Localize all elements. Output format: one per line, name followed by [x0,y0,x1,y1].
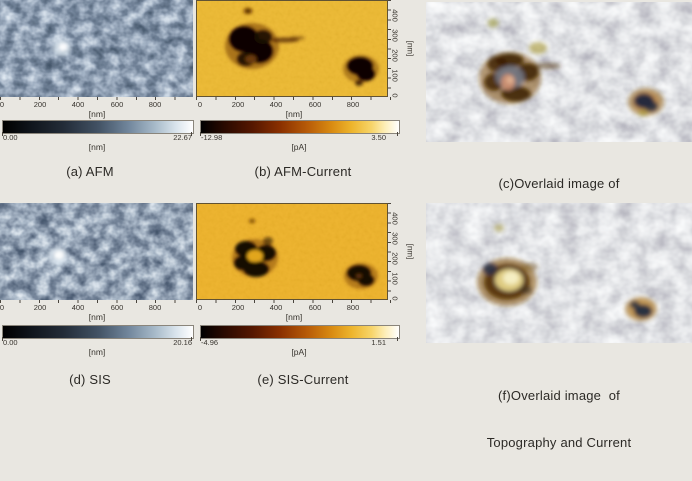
x-tick-label: 200 [33,303,47,312]
afm-bright-grain [53,40,71,56]
caption-c-line1: (c)Overlaid image of [498,176,620,191]
x-axis-unit: [nm] [88,109,106,119]
caption-f-line1: (f)Overlaid image of [498,388,620,403]
caption-f: (f)Overlaid image of Topography and Curr… [426,357,692,481]
x-tick-label: 800 [346,100,360,109]
a-scale-unit: [nm] [88,142,106,152]
a-colorbar-tick-right [191,132,192,136]
y-tick-label: 200 [390,49,400,62]
sis-topography-image [0,203,193,300]
caption-e: (e) SIS-Current [257,372,349,387]
d-scale-min: 0.00 [3,338,18,347]
x-tick-label: 600 [110,100,124,109]
y-axis-unit: [nm] [405,40,415,57]
e-x-axis-ticks [196,300,392,303]
x-tick-label: 0 [197,303,203,312]
caption-f-line2: Topography and Current [486,434,632,450]
e-scale-max: 1.51 [371,338,386,347]
x-axis-unit: [nm] [88,312,106,322]
overlay-spots-group-f [477,224,657,321]
e-x-axis: 0 200 400 600 800 [nm] [196,300,392,322]
x-tick-label: 600 [110,303,124,312]
a-x-axis: 0 200 400 600 800 [nm] [0,97,194,119]
y-tick-label: 300 [390,232,400,245]
x-tick-label: 400 [269,303,283,312]
sis-bright-grain [48,247,68,265]
x-tick-label: 800 [148,303,162,312]
y-tick-label: 100 [390,69,400,82]
b-y-axis-ticks [388,0,391,97]
a-scale-max: 22.67 [173,133,192,142]
b-x-axis-ticks [196,97,392,100]
y-tick-label: 400 [390,9,400,22]
x-tick-label: 200 [33,100,47,109]
x-tick-label: 0 [0,303,5,312]
e-scale-min: -4.96 [201,338,219,347]
y-axis-unit: [nm] [405,243,415,260]
d-x-axis-ticks [0,300,194,303]
e-colorbar-tick-left [200,337,201,341]
a-x-axis-ticks [0,97,194,100]
b-scale-min: -12.98 [201,133,223,142]
b-scale-max: 3.50 [371,133,386,142]
y-tick-label: 200 [390,252,400,265]
b-x-axis: 0 200 400 600 800 [nm] [196,97,392,119]
sis-current-image [196,203,388,300]
x-axis-unit: [nm] [285,312,303,322]
caption-d: (d) SIS [69,372,111,387]
e-y-axis-ticks [388,203,391,300]
x-tick-label: 400 [269,100,283,109]
e-y-axis: 400 300 200 100 0 [nm] [388,203,415,301]
afm-current-spots-group [225,7,379,86]
d-scale-unit: [nm] [88,347,106,357]
x-tick-label: 400 [71,303,85,312]
overlay-topography-current-image-c [426,2,692,142]
caption-b: (b) AFM-Current [254,164,352,179]
e-scale-unit: [pA] [291,347,307,357]
d-colorbar-tick-right [191,337,192,341]
sis-current-spots-group [232,218,378,289]
b-colorbar [200,120,400,134]
x-tick-label: 600 [308,303,322,312]
x-axis-unit: [nm] [285,109,303,119]
b-scale-unit: [pA] [291,142,307,152]
d-x-axis: 0 200 400 600 800 [nm] [0,300,194,322]
x-tick-label: 400 [71,100,85,109]
x-tick-label: 800 [346,303,360,312]
x-tick-label: 0 [0,100,5,109]
x-tick-label: 200 [231,303,245,312]
b-y-axis: 400 300 200 100 0 [nm] [388,0,415,98]
x-tick-label: 600 [308,100,322,109]
y-tick-label: 300 [390,29,400,42]
overlay-spots-group-c [479,18,664,117]
overlay-topography-current-image-f [426,203,692,343]
x-tick-label: 0 [197,100,203,109]
d-scale-max: 20.16 [173,338,192,347]
y-tick-label: 100 [390,272,400,285]
b-colorbar-tick-left [200,132,201,136]
e-colorbar-tick-right [397,337,398,341]
x-tick-label: 800 [148,100,162,109]
y-tick-label: 400 [390,212,400,225]
figure-root: 400 300 200 100 0 [nm] 0 200 400 600 800… [0,0,692,450]
b-colorbar-tick-right [397,132,398,136]
a-colorbar [2,120,194,134]
e-colorbar [200,325,400,339]
d-colorbar-tick-left [2,337,3,341]
a-scale-min: 0.00 [3,133,18,142]
x-tick-label: 200 [231,100,245,109]
afm-topography-image [0,0,193,97]
caption-a: (a) AFM [66,164,114,179]
a-colorbar-tick-left [2,132,3,136]
afm-current-image [196,0,388,97]
d-colorbar [2,325,194,339]
